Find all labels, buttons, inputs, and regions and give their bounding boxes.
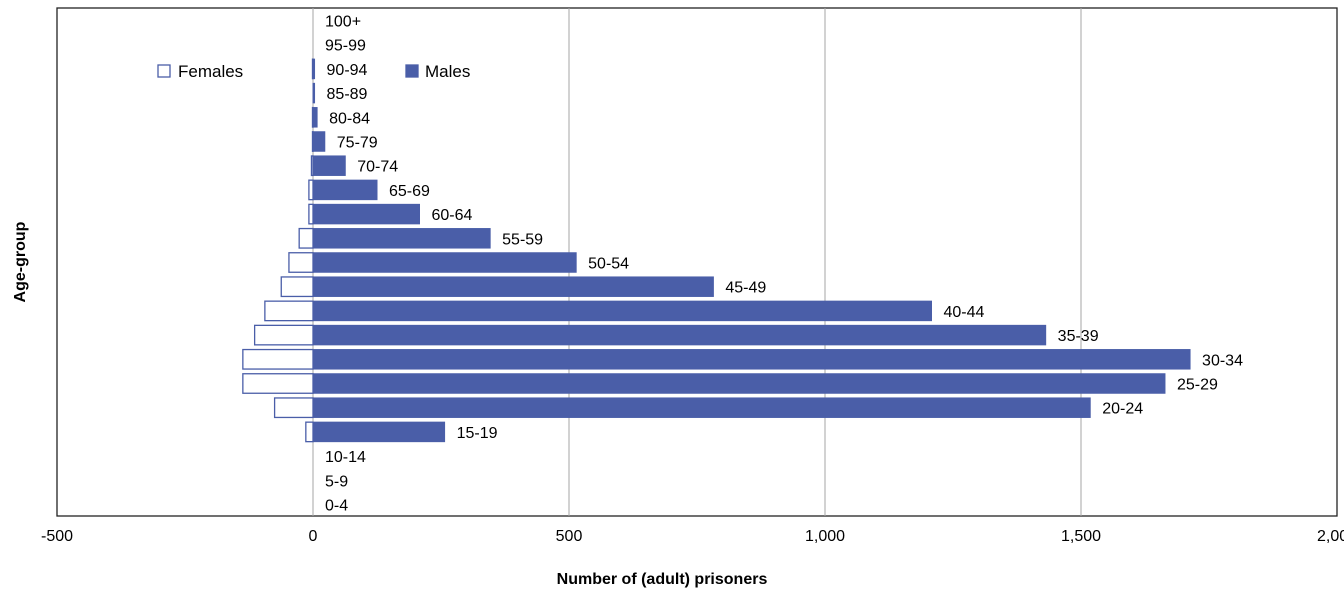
category-label-95-99: 95-99 xyxy=(325,38,366,55)
bar-males-15-19 xyxy=(312,421,446,443)
bar-males-80-84 xyxy=(312,107,318,128)
x-axis-tick-labels: -500 0 500 1,000 1,500 2,000 xyxy=(41,528,1344,545)
bar-males-20-24 xyxy=(312,397,1091,418)
bar-females-55-59 xyxy=(298,227,314,249)
bar-males-70-74 xyxy=(312,155,346,176)
bar-females-20-24 xyxy=(273,397,314,419)
bar-females-40-44 xyxy=(264,300,314,322)
bar-females-25-29 xyxy=(242,373,314,394)
bar-males-55-59 xyxy=(312,228,491,249)
legend-swatch-males xyxy=(405,64,419,78)
category-label-10-14: 10-14 xyxy=(325,449,366,466)
category-label-85-89: 85-89 xyxy=(327,86,368,103)
category-label-40-44: 40-44 xyxy=(943,304,984,321)
x-axis-title: Number of (adult) prisoners xyxy=(557,571,768,588)
x-tick-label: 1,000 xyxy=(805,528,845,545)
legend-swatch-females xyxy=(157,64,171,78)
plot-area-border xyxy=(56,7,1338,517)
x-tick-label: 1,500 xyxy=(1061,528,1101,545)
category-label-25-29: 25-29 xyxy=(1177,377,1218,394)
category-label-35-39: 35-39 xyxy=(1058,328,1099,345)
bar-females-15-19 xyxy=(305,421,314,443)
x-tick-label: 500 xyxy=(556,528,583,545)
bar-males-35-39 xyxy=(312,324,1047,346)
category-label-45-49: 45-49 xyxy=(725,280,766,297)
legend-label-females: Females xyxy=(178,62,243,81)
legend: Females Males xyxy=(157,62,470,81)
bar-females-60-64 xyxy=(308,203,314,225)
bar-females-50-54 xyxy=(288,252,314,273)
category-label-5-9: 5-9 xyxy=(325,473,348,490)
bar-males-65-69 xyxy=(312,179,378,201)
category-label-70-74: 70-74 xyxy=(357,159,398,176)
x-tick-label: 2,000 xyxy=(1317,528,1344,545)
bar-females-30-34 xyxy=(242,348,314,370)
bar-females-45-49 xyxy=(280,276,314,298)
bar-males-85-89 xyxy=(312,82,316,104)
bar-females-65-69 xyxy=(308,179,314,201)
category-label-100+: 100+ xyxy=(325,14,361,31)
category-label-60-64: 60-64 xyxy=(431,207,472,224)
category-label-65-69: 65-69 xyxy=(389,183,430,200)
bar-males-50-54 xyxy=(312,252,577,273)
bar-males-75-79 xyxy=(312,131,326,152)
bars xyxy=(242,58,1191,443)
legend-label-males: Males xyxy=(425,62,470,81)
category-label-90-94: 90-94 xyxy=(327,62,368,79)
category-label-30-34: 30-34 xyxy=(1202,352,1243,369)
bar-females-35-39 xyxy=(253,324,314,346)
category-label-55-59: 55-59 xyxy=(502,231,543,248)
bar-males-45-49 xyxy=(312,276,714,297)
bar-males-90-94 xyxy=(312,58,316,80)
x-tick-label: -500 xyxy=(41,528,73,545)
category-labels: 0-4 5-9 10-14 15-19 20-24 25-29 30-34 35-39 40-4… xyxy=(325,14,1243,515)
y-axis-title: Age-group xyxy=(12,221,29,302)
category-label-15-19: 15-19 xyxy=(457,425,498,442)
x-tick-label: 0 xyxy=(309,528,318,545)
bar-males-40-44 xyxy=(312,300,932,322)
category-label-75-79: 75-79 xyxy=(337,135,378,152)
category-label-20-24: 20-24 xyxy=(1102,401,1143,418)
category-label-50-54: 50-54 xyxy=(588,256,629,273)
bar-males-60-64 xyxy=(312,203,420,225)
category-label-80-84: 80-84 xyxy=(329,110,370,127)
bar-males-25-29 xyxy=(312,373,1166,394)
bar-males-30-34 xyxy=(312,349,1191,370)
category-label-0-4: 0-4 xyxy=(325,498,348,515)
